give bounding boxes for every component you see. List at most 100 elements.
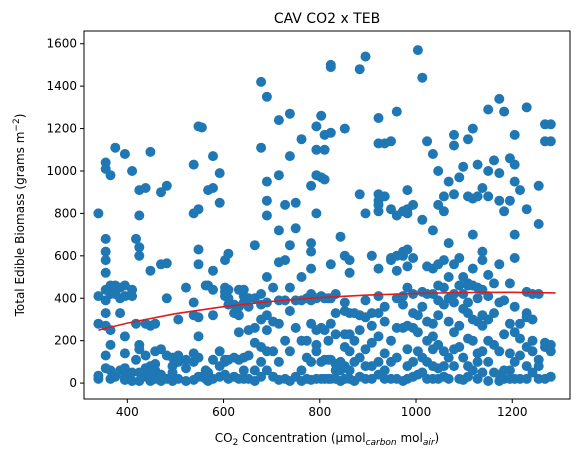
data-point — [214, 197, 225, 208]
data-point — [533, 180, 544, 191]
data-point — [438, 206, 449, 217]
data-point — [208, 310, 218, 321]
y-tick-label: 200 — [54, 334, 77, 348]
data-point — [261, 365, 272, 376]
data-point — [515, 318, 525, 329]
data-point — [261, 195, 272, 206]
data-point — [344, 346, 355, 357]
data-point — [373, 206, 384, 217]
data-point — [449, 140, 459, 151]
data-point — [119, 348, 130, 359]
data-point — [119, 280, 130, 291]
data-point — [360, 208, 371, 219]
data-point — [193, 352, 204, 363]
data-point — [290, 197, 301, 208]
data-point — [233, 310, 244, 321]
data-point — [296, 365, 307, 376]
data-point — [344, 255, 355, 266]
data-point — [477, 367, 488, 378]
data-point — [100, 308, 111, 319]
data-point — [161, 180, 172, 191]
data-point — [449, 297, 459, 308]
data-point — [290, 223, 301, 234]
data-point — [408, 322, 419, 333]
data-point — [354, 189, 365, 200]
data-point — [150, 318, 161, 329]
data-point — [261, 91, 272, 102]
data-point — [366, 250, 377, 261]
data-point — [527, 335, 538, 346]
data-point — [427, 149, 438, 159]
data-point — [545, 371, 556, 382]
data-point — [454, 280, 465, 291]
data-point — [477, 183, 488, 193]
data-point — [458, 289, 469, 299]
data-point — [193, 244, 204, 255]
data-point — [483, 269, 494, 280]
data-point — [521, 102, 532, 113]
data-point — [379, 301, 390, 312]
data-point — [223, 284, 234, 295]
data-point — [256, 289, 267, 299]
data-point — [386, 204, 396, 215]
data-point — [339, 123, 350, 134]
data-point — [223, 248, 234, 259]
data-point — [533, 289, 544, 299]
data-point — [261, 210, 272, 221]
data-point — [472, 191, 483, 202]
data-point — [284, 306, 295, 316]
data-point — [494, 346, 505, 357]
data-point — [472, 159, 483, 170]
data-point — [477, 246, 488, 257]
data-point — [467, 335, 478, 346]
tick-layer: 400 600 800 1000 1200 0 200 400 600 800 1000 1200 14… — [46, 37, 527, 419]
data-point — [301, 335, 312, 346]
data-point — [284, 346, 295, 357]
data-point — [193, 259, 204, 270]
data-point — [402, 261, 413, 272]
data-point — [134, 210, 145, 221]
data-point — [208, 183, 218, 193]
data-point — [127, 291, 138, 302]
data-point — [373, 291, 384, 302]
y-tick-label: 1400 — [46, 79, 77, 93]
data-point — [533, 219, 544, 229]
data-point — [545, 119, 556, 130]
data-point — [443, 176, 454, 187]
data-points-layer — [93, 45, 556, 386]
data-point — [427, 331, 438, 342]
data-point — [330, 329, 341, 340]
data-point — [463, 134, 473, 145]
data-point — [249, 365, 260, 376]
data-point — [335, 231, 346, 242]
data-point — [93, 291, 104, 302]
data-point — [325, 318, 336, 329]
data-point — [319, 144, 330, 155]
data-point — [306, 356, 317, 367]
data-point — [93, 370, 104, 381]
y-tick-label: 1200 — [46, 122, 77, 136]
data-point — [443, 238, 454, 249]
data-point — [521, 373, 532, 384]
data-point — [193, 312, 204, 323]
data-point — [509, 301, 520, 312]
data-point — [261, 325, 272, 336]
data-point — [483, 191, 494, 202]
data-point — [483, 356, 494, 367]
data-point — [489, 155, 499, 166]
data-point — [256, 371, 267, 382]
y-tick-label: 800 — [54, 206, 77, 220]
data-point — [366, 337, 377, 348]
y-tick-label: 400 — [54, 291, 77, 305]
data-point — [156, 344, 166, 355]
data-point — [188, 159, 199, 170]
data-point — [527, 314, 538, 325]
data-point — [515, 185, 525, 196]
data-point — [449, 361, 459, 372]
data-point — [373, 113, 384, 123]
data-point — [290, 322, 301, 333]
data-point — [509, 159, 520, 170]
data-point — [115, 308, 126, 319]
fit-line — [98, 291, 556, 331]
data-point — [379, 348, 390, 359]
